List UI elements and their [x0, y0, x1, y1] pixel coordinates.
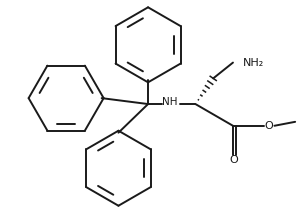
Text: NH: NH: [162, 97, 177, 107]
Text: O: O: [230, 155, 238, 165]
Text: O: O: [264, 121, 273, 131]
Text: NH₂: NH₂: [243, 58, 264, 68]
